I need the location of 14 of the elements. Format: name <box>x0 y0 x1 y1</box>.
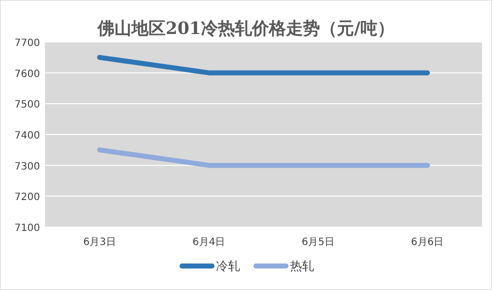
legend-label: 热轧 <box>290 259 314 273</box>
x-tick-label: 6月6日 <box>411 237 444 248</box>
chart-title: 佛山地区201冷热轧价格走势（元/吨） <box>96 19 394 39</box>
y-tick-label: 7700 <box>14 38 40 49</box>
y-tick-label: 7300 <box>14 161 40 172</box>
y-tick-label: 7100 <box>14 223 40 234</box>
y-tick-label: 7600 <box>14 68 40 80</box>
y-tick-label: 7500 <box>14 100 40 111</box>
y-tick-label: 7400 <box>14 130 40 142</box>
x-tick-label: 6月3日 <box>83 237 116 248</box>
x-tick-label: 6月4日 <box>192 237 226 248</box>
x-tick-label: 6月5日 <box>302 237 334 248</box>
legend-label: 冷轧 <box>216 259 240 273</box>
y-tick-label: 7200 <box>14 192 40 204</box>
